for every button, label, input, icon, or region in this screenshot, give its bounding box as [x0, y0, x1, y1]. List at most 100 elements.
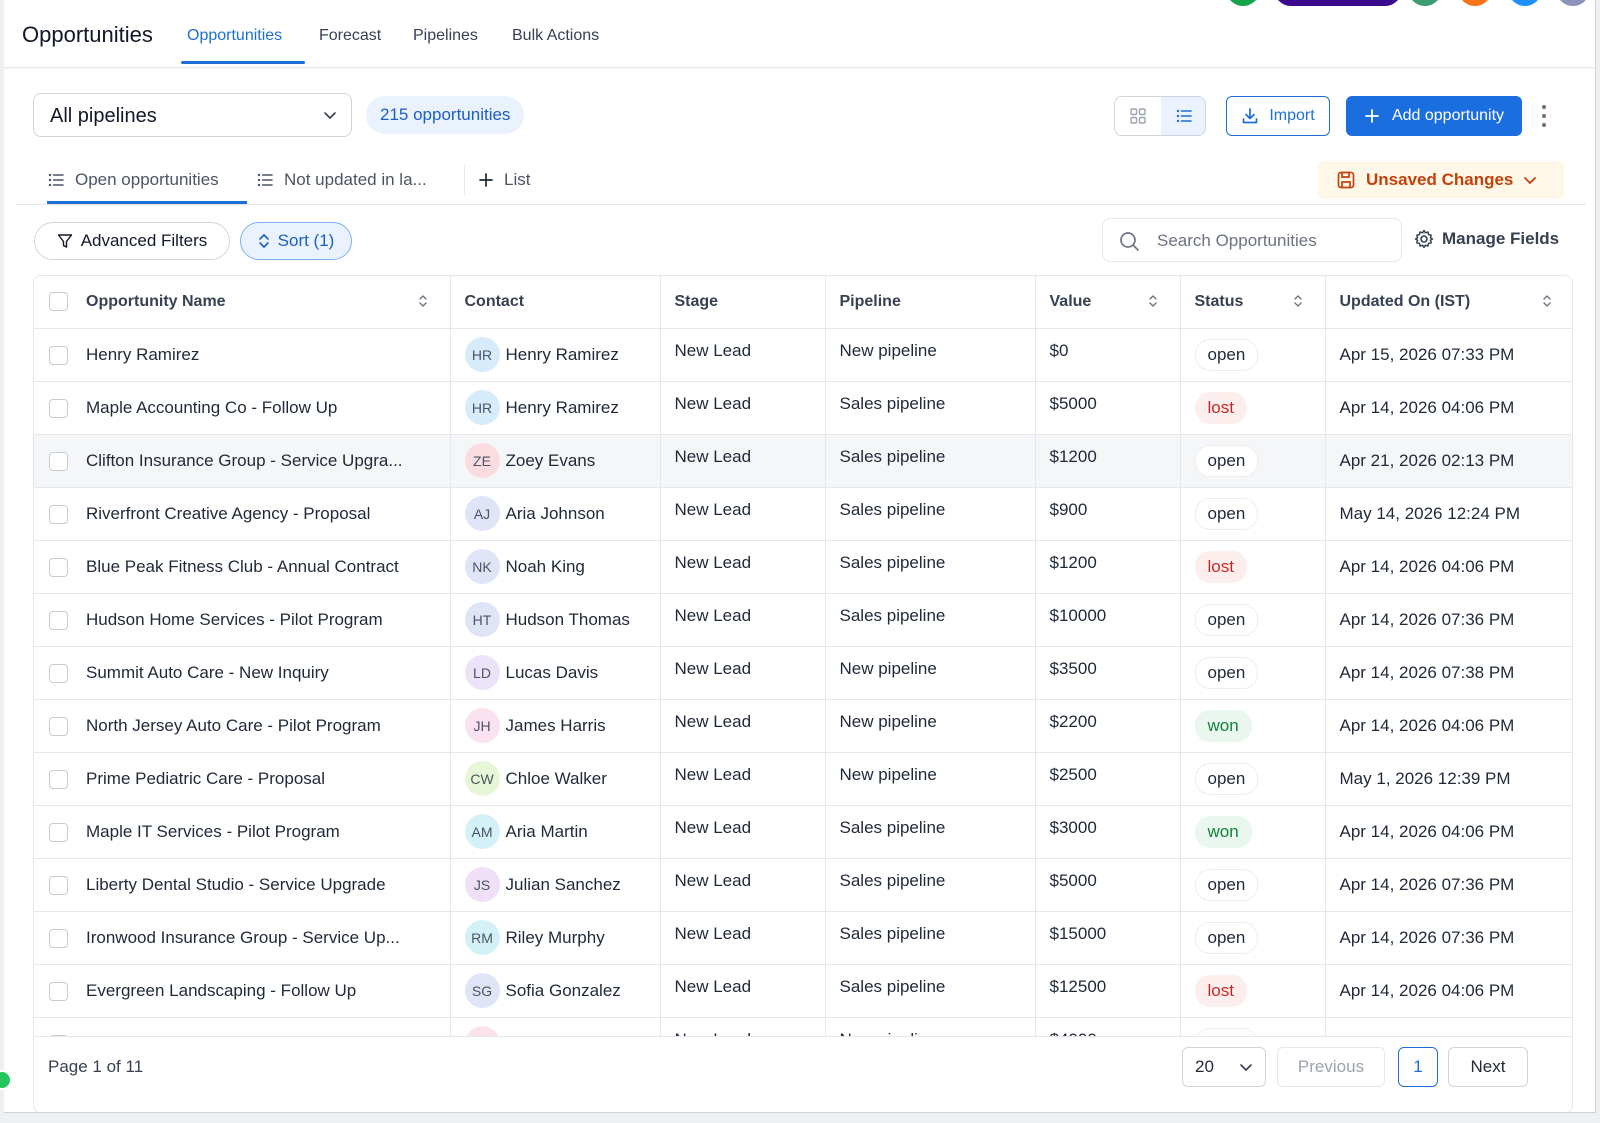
pipeline-cell: Sales pipeline	[825, 805, 1036, 859]
opportunity-name[interactable]: Ironwood Insurance Group - Service Up...	[82, 911, 451, 965]
contact-name[interactable]: James Harris	[505, 715, 606, 735]
stage-cell: New Lead	[660, 911, 826, 965]
previous-page-button[interactable]: Previous	[1277, 1047, 1385, 1087]
column-header-name[interactable]: Opportunity Name	[82, 276, 451, 329]
table-row[interactable]: Liberty Dental Studio - Service Upgrade J…	[34, 858, 1572, 912]
contact-name[interactable]: Henry Ramirez	[505, 344, 619, 364]
header-avatar[interactable]	[1458, 0, 1492, 6]
stage-cell: New Lead	[660, 752, 826, 806]
tab-opportunities[interactable]: Opportunities	[187, 27, 283, 44]
list-tab-open-opportunities[interactable]: Open opportunities	[47, 170, 219, 190]
opportunity-name[interactable]: Maple Accounting Co - Follow Up	[82, 381, 451, 435]
header-avatar[interactable]	[1508, 0, 1542, 6]
advanced-filters-button[interactable]: Advanced Filters	[34, 222, 230, 260]
select-all-checkbox[interactable]	[48, 292, 68, 312]
row-checkbox[interactable]	[48, 398, 68, 418]
sort-icon[interactable]	[418, 294, 428, 308]
add-opportunity-button[interactable]: Add opportunity	[1346, 96, 1522, 136]
contact-name[interactable]: Hudson Thomas	[505, 609, 630, 629]
contact-name[interactable]: Aria Martin	[505, 821, 588, 841]
opportunity-name[interactable]: Blue Peak Fitness Club - Annual Contract	[82, 540, 451, 594]
search-input[interactable]	[1157, 228, 1392, 254]
row-checkbox[interactable]	[48, 557, 68, 577]
pipeline-select[interactable]: All pipelines	[33, 93, 352, 137]
row-checkbox[interactable]	[48, 716, 68, 736]
row-checkbox[interactable]	[48, 822, 68, 842]
contact-name[interactable]: Zoey Evans	[505, 450, 596, 470]
next-page-button[interactable]: Next	[1448, 1047, 1528, 1087]
row-checkbox[interactable]	[48, 981, 68, 1001]
column-header-status[interactable]: Status	[1180, 276, 1326, 329]
contact-name[interactable]: Chloe Walker	[505, 768, 607, 788]
more-options-icon[interactable]	[1541, 105, 1547, 127]
table-row[interactable]: Maple Accounting Co - Follow Up HR Henry R…	[34, 381, 1572, 435]
contact-name[interactable]: Julian Sanchez	[505, 874, 621, 894]
pipeline-cell: Sales pipeline	[825, 487, 1036, 541]
row-select-cell	[34, 699, 82, 753]
header-avatar[interactable]	[1408, 0, 1442, 6]
opportunity-name[interactable]: Henry Ramirez	[82, 328, 451, 382]
opportunity-name[interactable]: Prime Pediatric Care - Proposal	[82, 752, 451, 806]
table-row[interactable]: Evergreen Landscaping - Follow Up SG Sofia…	[34, 964, 1572, 1018]
add-list-button[interactable]: List	[478, 170, 530, 190]
contact-name[interactable]: Riley Murphy	[505, 927, 605, 947]
table-row[interactable]: Riverfront Creative Agency - Proposal AJ A…	[34, 487, 1572, 541]
column-header-contact: Contact	[450, 276, 661, 329]
header-avatar[interactable]	[1556, 0, 1590, 6]
list-tab-not-updated[interactable]: Not updated in la...	[256, 170, 427, 190]
contact-name[interactable]: Lucas Davis	[505, 662, 599, 682]
header-pill[interactable]	[1274, 0, 1402, 6]
table-row[interactable]: Blue Peak Fitness Club - Annual Contract…	[34, 540, 1572, 594]
plus-icon	[1365, 109, 1379, 123]
opportunity-name[interactable]: Riverfront Creative Agency - Proposal	[82, 487, 451, 541]
page-size-select[interactable]: 20	[1182, 1047, 1266, 1087]
row-checkbox[interactable]	[48, 504, 68, 524]
contact-name[interactable]: Aria Johnson	[505, 503, 605, 523]
opportunity-name[interactable]: Liberty Dental Studio - Service Upgrade	[82, 858, 451, 912]
opportunity-name[interactable]: Clifton Insurance Group - Service Upgra.…	[82, 434, 451, 488]
manage-fields-button[interactable]: Manage Fields	[1414, 229, 1559, 249]
grid-view-button[interactable]	[1115, 97, 1161, 135]
table-row[interactable]: Summit Auto Care - New Inquiry LD Lucas Da…	[34, 646, 1572, 700]
sort-icon[interactable]	[1542, 294, 1552, 308]
contact-name[interactable]: Sofia Gonzalez	[505, 980, 621, 1000]
header-avatar[interactable]	[1226, 0, 1260, 6]
unsaved-changes-dropdown[interactable]: Unsaved Changes	[1318, 161, 1564, 199]
table-row[interactable]: North Jersey Auto Care - Pilot Program JH…	[34, 699, 1572, 753]
active-list-indicator	[47, 201, 247, 204]
table-row[interactable]: Clifton Insurance Group - Service Upgra.…	[34, 434, 1572, 488]
stage-cell: New Lead	[660, 964, 826, 1018]
opportunity-name[interactable]: Summit Auto Care - New Inquiry	[82, 646, 451, 700]
tab-bulk-actions[interactable]: Bulk Actions	[512, 27, 600, 44]
opportunity-name[interactable]: North Jersey Auto Care - Pilot Program	[82, 699, 451, 753]
row-checkbox[interactable]	[48, 610, 68, 630]
tab-pipelines[interactable]: Pipelines	[413, 27, 478, 44]
row-checkbox[interactable]	[48, 769, 68, 789]
row-checkbox[interactable]	[48, 875, 68, 895]
row-checkbox[interactable]	[48, 928, 68, 948]
opportunity-name[interactable]: Maple IT Services - Pilot Program	[82, 805, 451, 859]
opportunity-name[interactable]: Hudson Home Services - Pilot Program	[82, 593, 451, 647]
tab-forecast[interactable]: Forecast	[319, 27, 382, 44]
contact-name[interactable]: Henry Ramirez	[505, 397, 619, 417]
table-row[interactable]: Hudson Home Services - Pilot Program HT Hu…	[34, 593, 1572, 647]
column-header-value[interactable]: Value	[1035, 276, 1181, 329]
sort-button[interactable]: Sort (1)	[240, 222, 352, 260]
sort-icon[interactable]	[1148, 294, 1158, 308]
updated-cell: May 1, 2026 12:39 PM	[1325, 752, 1572, 806]
row-checkbox[interactable]	[48, 451, 68, 471]
table-row[interactable]: Ironwood Insurance Group - Service Up...…	[34, 911, 1572, 965]
table-row[interactable]: Maple IT Services - Pilot Program AM Aria …	[34, 805, 1572, 859]
contact-name[interactable]: Noah King	[505, 556, 585, 576]
page-1-button[interactable]: 1	[1398, 1047, 1438, 1087]
column-header-updated[interactable]: Updated On (IST)	[1325, 276, 1572, 329]
row-checkbox[interactable]	[48, 663, 68, 683]
list-view-button[interactable]	[1161, 97, 1205, 135]
row-checkbox[interactable]	[48, 345, 68, 365]
table-row[interactable]: Prime Pediatric Care - Proposal CW Chloe W…	[34, 752, 1572, 806]
opportunity-name[interactable]: Evergreen Landscaping - Follow Up	[82, 964, 451, 1018]
import-button[interactable]: Import	[1226, 96, 1330, 136]
side-status-dot[interactable]	[0, 1070, 12, 1090]
table-row[interactable]: Henry Ramirez HR Henry Ramirez New Lead New …	[34, 328, 1572, 382]
sort-icon[interactable]	[1293, 294, 1303, 308]
